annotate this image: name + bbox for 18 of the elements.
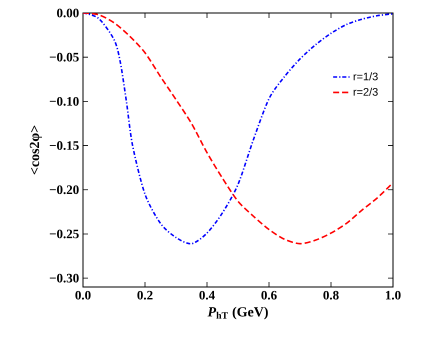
y-axis-title: <cos2φ>: [30, 126, 42, 174]
y-tick-label: −0.15: [50, 141, 79, 150]
x-tick-label: 1.0: [386, 290, 401, 300]
legend-label: r=1/3: [354, 72, 378, 80]
line-series: [83, 13, 394, 244]
y-tick-label: −0.10: [50, 96, 79, 106]
x-tick-label: 0.8: [323, 290, 339, 300]
y-tick-label: −0.05: [50, 52, 79, 62]
x-axis-title: P$_{hT}$ (GeV): [208, 306, 268, 320]
y-tick-label: −0.20: [50, 185, 79, 194]
y-tick-label: −0.30: [50, 274, 79, 283]
x-tick-label: 0.2: [137, 290, 153, 300]
x-tick-label: 0.4: [199, 290, 215, 300]
x-tick-label: 0.0: [75, 290, 91, 300]
legend-label: r=2/3: [354, 88, 378, 96]
y-tick-label: 0.00: [57, 8, 79, 18]
y-tick-label: −0.25: [50, 230, 79, 238]
x-tick-label: 0.6: [261, 290, 277, 300]
